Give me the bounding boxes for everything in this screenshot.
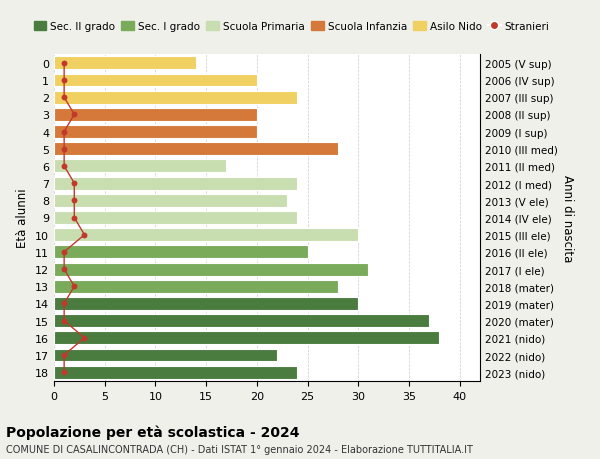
Point — [80, 335, 89, 342]
Text: COMUNE DI CASALINCONTRADA (CH) - Dati ISTAT 1° gennaio 2024 - Elaborazione TUTTI: COMUNE DI CASALINCONTRADA (CH) - Dati IS… — [6, 444, 473, 454]
Point — [70, 180, 79, 187]
Bar — [54, 332, 439, 345]
Point — [70, 214, 79, 222]
Point — [59, 266, 69, 273]
Bar — [54, 195, 287, 207]
Point — [59, 249, 69, 256]
Bar — [54, 143, 338, 156]
Bar — [54, 57, 196, 70]
Text: Popolazione per età scolastica - 2024: Popolazione per età scolastica - 2024 — [6, 425, 299, 439]
Point — [59, 317, 69, 325]
Bar — [54, 212, 298, 224]
Point — [59, 77, 69, 84]
Bar — [54, 349, 277, 362]
Point — [70, 283, 79, 290]
Point — [70, 112, 79, 119]
Point — [59, 146, 69, 153]
Point — [70, 197, 79, 205]
Bar — [54, 297, 358, 310]
Point — [59, 129, 69, 136]
Bar — [54, 74, 257, 87]
Bar — [54, 126, 257, 139]
Legend: Sec. II grado, Sec. I grado, Scuola Primaria, Scuola Infanzia, Asilo Nido, Stran: Sec. II grado, Sec. I grado, Scuola Prim… — [29, 18, 554, 36]
Point — [59, 94, 69, 101]
Bar — [54, 109, 257, 122]
Bar — [54, 246, 308, 259]
Point — [59, 300, 69, 308]
Y-axis label: Anni di nascita: Anni di nascita — [562, 174, 574, 262]
Bar — [54, 160, 226, 173]
Bar — [54, 314, 429, 327]
Bar — [54, 177, 298, 190]
Bar — [54, 366, 298, 379]
Point — [80, 231, 89, 239]
Bar — [54, 280, 338, 293]
Bar — [54, 263, 368, 276]
Bar — [54, 229, 358, 241]
Point — [59, 60, 69, 67]
Y-axis label: Età alunni: Età alunni — [16, 188, 29, 248]
Bar — [54, 91, 298, 104]
Point — [59, 163, 69, 170]
Point — [59, 369, 69, 376]
Point — [59, 352, 69, 359]
